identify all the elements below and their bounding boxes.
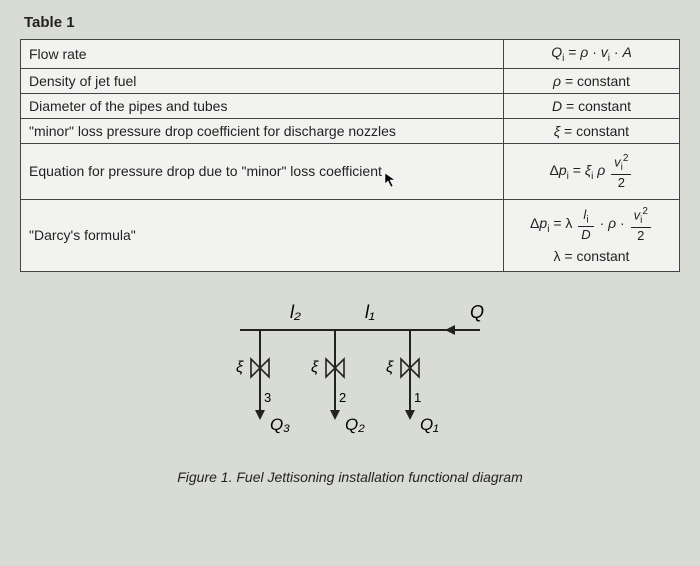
label-Q3: Q₃ bbox=[270, 415, 290, 434]
label-l2: l₂ bbox=[290, 302, 301, 322]
row-eq: ρ = constant bbox=[503, 68, 679, 93]
row-eq: Qi = ρ · vi · A bbox=[503, 40, 679, 69]
diagram: Q l₂ l₁ ξ 3 Q₃ ξ 2 Q₂ ξ 1 Q₁ bbox=[170, 290, 530, 460]
label-l1: l₁ bbox=[365, 302, 375, 322]
figure-caption: Figure 1. Fuel Jettisoning installation … bbox=[20, 469, 680, 485]
table-title: Table 1 bbox=[24, 14, 680, 31]
row-label: Diameter of the pipes and tubes bbox=[21, 93, 504, 118]
row-label: Flow rate bbox=[21, 40, 504, 69]
row-eq: Δpi = ξi ρ vi22 bbox=[503, 143, 679, 199]
row-label: Density of jet fuel bbox=[21, 68, 504, 93]
label-xi-2: ξ bbox=[311, 359, 319, 376]
row-eq: D = constant bbox=[503, 93, 679, 118]
label-Q: Q bbox=[470, 302, 484, 322]
row-eq: ξ = constant bbox=[503, 118, 679, 143]
label-Q2: Q₂ bbox=[345, 415, 365, 434]
table-1: Flow rate Qi = ρ · vi · A Density of jet… bbox=[20, 39, 680, 272]
label-xi-1: ξ bbox=[386, 359, 394, 376]
row-label: Equation for pressure drop due to "minor… bbox=[21, 143, 504, 199]
label-n2: 2 bbox=[339, 390, 346, 405]
row-label: "Darcy's formula" bbox=[21, 199, 504, 271]
label-xi-3: ξ bbox=[236, 359, 244, 376]
row-eq: Δpi = λ liD · ρ · vi22 λ = constant bbox=[503, 199, 679, 271]
row-label: "minor" loss pressure drop coefficient f… bbox=[21, 118, 504, 143]
label-n3: 3 bbox=[264, 390, 271, 405]
label-n1: 1 bbox=[414, 390, 421, 405]
label-Q1: Q₁ bbox=[420, 415, 439, 434]
